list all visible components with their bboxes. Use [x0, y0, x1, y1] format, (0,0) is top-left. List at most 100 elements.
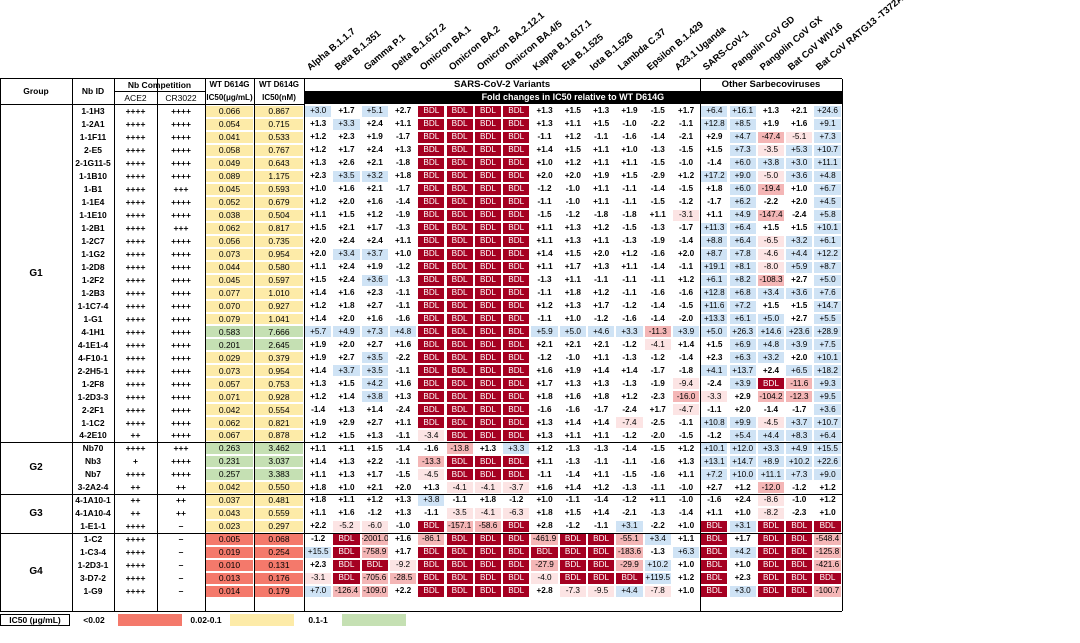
fold-change-cell: +12.8	[700, 286, 729, 300]
wt-ic50-ugml: 0.066	[205, 105, 254, 118]
table-rule	[841, 79, 843, 611]
fold-change-cell: +1.2	[310, 132, 327, 142]
fold-change-cell: BDL	[502, 533, 531, 546]
wt-nm-header: WT D614G	[258, 80, 299, 89]
fold-change-cell: -4.7	[671, 403, 701, 417]
fold-change-cell: BDL	[756, 377, 786, 391]
fold-change-cell: +1.1	[394, 417, 412, 427]
fold-change-cell: -1.1	[650, 274, 665, 284]
fold-change-cell: BDL	[502, 312, 531, 326]
fold-change-cell: +1.2	[310, 300, 327, 310]
fold-change-cell: BDL	[445, 247, 474, 261]
fold-change-cell: +14.7	[728, 455, 757, 469]
fold-change-cell: +1.6	[536, 365, 553, 375]
fold-change-cell: +1.2	[593, 223, 610, 233]
nb-id: 1-1H3	[81, 106, 105, 117]
fold-change-cell: +3.8	[360, 390, 389, 404]
fold-change-cell: BDL	[445, 468, 474, 482]
wt-ic50-nm: 0.928	[254, 390, 304, 404]
fold-change-cell: +2.4	[762, 365, 780, 375]
fold-change-cell: BDL	[473, 455, 503, 469]
fold-change-cell: +6.0	[728, 156, 757, 170]
fold-change-cell: +1.3	[310, 158, 327, 168]
fold-change-cell: +11.1	[756, 468, 786, 482]
wt-ic50-ugml: 0.062	[205, 221, 254, 235]
fold-change-cell: -1.2	[537, 184, 552, 194]
fold-change-cell: +1.4	[366, 404, 383, 414]
fold-change-cell: -1.3	[395, 274, 411, 284]
fold-change-cell: +1.2	[536, 443, 553, 453]
fold-change-cell: -1.4	[707, 158, 722, 168]
fold-change-cell: +4.8	[813, 169, 842, 183]
fold-change-cell: +2.4	[366, 236, 383, 246]
fold-change-cell: +2.7	[791, 274, 808, 284]
fold-change-cell: -58.6	[473, 520, 503, 533]
fold-change-cell: BDL	[502, 117, 531, 131]
fold-change-cell: +3.9	[728, 377, 757, 391]
fold-change-cell: BDL	[445, 221, 474, 235]
fold-change-cell: -9.5	[587, 584, 616, 598]
fold-change-cell: +1.0	[677, 521, 695, 531]
nb-id: 1-2D8	[81, 261, 105, 272]
fold-change-cell: +1.2	[564, 132, 581, 142]
fold-change-cell: -1.6	[537, 404, 552, 414]
cr3022-competition: ++++	[171, 417, 191, 428]
fold-change-cell: BDL	[360, 558, 389, 572]
ace2-competition: ++++	[125, 158, 146, 169]
fold-change-cell: +1.3	[394, 145, 412, 155]
nb-competition-header: Nb Competition	[127, 79, 192, 90]
fold-change-cell: +3.5	[332, 169, 361, 183]
fold-change-cell: -11.6	[785, 377, 814, 391]
group-label: G2	[29, 462, 43, 474]
fold-change-cell: +2.0	[310, 249, 327, 259]
fold-change-cell: +1.9	[366, 262, 383, 271]
ace2-competition: ++++	[125, 106, 146, 117]
fold-change-cell: BDL	[502, 130, 531, 144]
fold-change-cell: -3.5	[445, 507, 474, 521]
fold-change-cell: -1.1	[565, 495, 580, 505]
fold-change-cell: +1.0	[677, 560, 695, 570]
fold-change-cell: +15.5	[304, 545, 333, 559]
wt-ic50-ugml: 0.042	[205, 481, 254, 495]
fold-change-cell: +1.2	[366, 495, 383, 505]
fold-change-cell: -1.2	[594, 313, 609, 323]
ace2-competition: ++++	[125, 443, 146, 454]
fold-change-cell: +2.0	[734, 404, 751, 414]
fold-change-cell: BDL	[445, 325, 474, 339]
fold-change-cell: +6.7	[813, 182, 842, 196]
fold-change-cell: +1.1	[593, 469, 610, 479]
fold-change-cell: -1.1	[537, 197, 552, 207]
fold-change-cell: BDL	[445, 117, 474, 131]
table-rule	[0, 442, 842, 444]
fold-change-cell: +8.3	[785, 429, 814, 443]
fold-change-cell: -1.7	[395, 184, 411, 194]
fold-change-cell: BDL	[502, 468, 531, 482]
fold-change-cell: BDL	[445, 533, 474, 546]
fold-change-cell: +2.6	[338, 158, 355, 168]
cr3022-competition: ++++	[171, 287, 191, 298]
nb-id: 1-2C7	[81, 235, 105, 246]
wt-ic50-nm: 0.533	[254, 130, 304, 144]
cr3022-competition: ++++	[171, 261, 191, 272]
fold-change-cell: BDL	[417, 195, 446, 209]
wt-ic50-nm: 0.954	[254, 364, 304, 378]
fold-change-cell: -1.2	[367, 508, 382, 518]
fold-change-cell: +1.0	[394, 249, 412, 259]
fold-change-cell: +1.4	[338, 391, 355, 401]
fold-change-cell: +1.2	[677, 573, 695, 583]
fold-change-cell: +2.1	[791, 106, 808, 116]
fold-change-cell: -5.0	[756, 169, 786, 183]
fold-change-cell: BDL	[785, 545, 814, 559]
fold-change-cell: -1.1	[395, 365, 411, 375]
fold-change-cell: -1.2	[565, 521, 580, 531]
fold-change-cell: +1.1	[394, 236, 412, 246]
fold-change-cell: +4.5	[813, 195, 842, 209]
fold-change-cell: BDL	[445, 195, 474, 209]
fold-change-cell: +3.2	[756, 351, 786, 365]
fold-change-cell: +6.2	[728, 195, 757, 209]
fold-change-cell: +9.9	[728, 416, 757, 430]
wt-ic50-ugml: 0.067	[205, 429, 254, 443]
fold-change-cell: +2.1	[564, 339, 581, 349]
fold-change-cell: BDL	[785, 558, 814, 572]
fold-change-cell: -4.1	[643, 338, 672, 352]
